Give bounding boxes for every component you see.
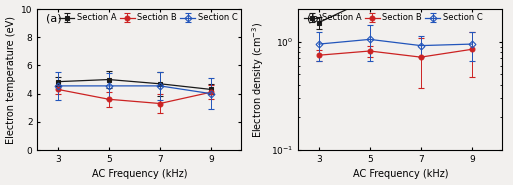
Legend: Section A, Section B, Section C: Section A, Section B, Section C [58, 12, 240, 24]
X-axis label: AC Frequency (kHz): AC Frequency (kHz) [352, 169, 448, 179]
X-axis label: AC Frequency (kHz): AC Frequency (kHz) [92, 169, 187, 179]
Y-axis label: Electron density (cm$^{-3}$): Electron density (cm$^{-3}$) [250, 21, 266, 138]
Text: (b): (b) [306, 13, 322, 23]
Legend: Section A, Section B, Section C: Section A, Section B, Section C [303, 12, 484, 24]
Y-axis label: Electron temperature (eV): Electron temperature (eV) [6, 16, 15, 144]
Text: (a): (a) [46, 13, 61, 23]
